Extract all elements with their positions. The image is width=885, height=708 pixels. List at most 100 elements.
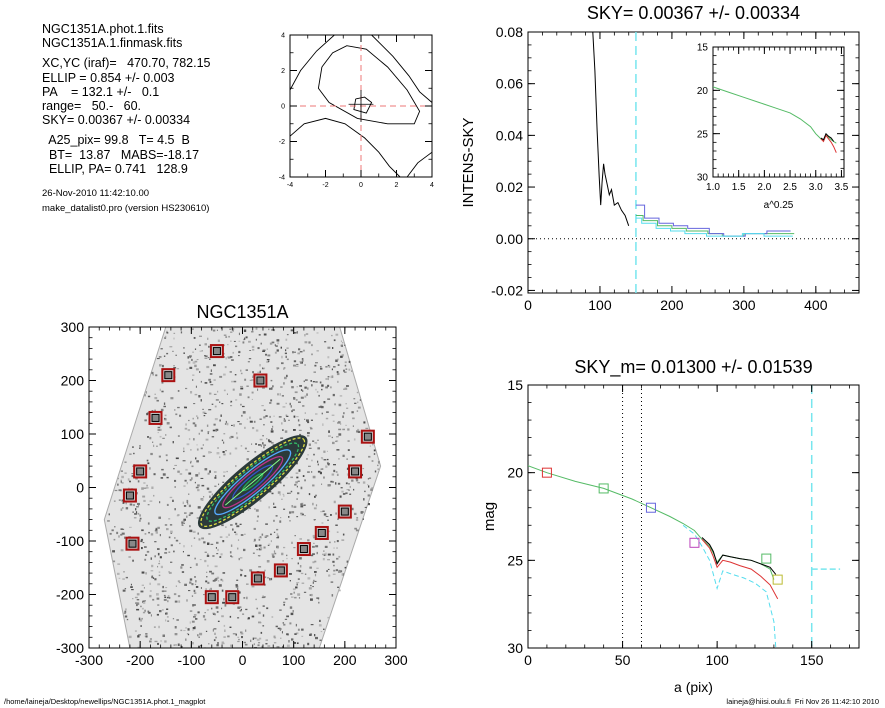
noise-speck	[220, 578, 223, 581]
noise-speck	[294, 391, 298, 394]
noise-speck	[367, 478, 370, 480]
noise-speck	[117, 483, 119, 486]
image-x-tick-label: 200	[333, 652, 357, 668]
noise-speck	[260, 342, 262, 345]
noise-speck	[148, 531, 150, 534]
noise-speck	[263, 333, 267, 336]
noise-speck	[291, 410, 293, 413]
noise-speck	[151, 486, 154, 489]
noise-speck	[295, 623, 297, 627]
noise-speck	[273, 519, 275, 522]
noise-speck	[224, 366, 227, 369]
noise-speck	[248, 507, 251, 510]
noise-speck	[202, 615, 206, 618]
noise-speck	[286, 358, 289, 361]
inset-y-tick-label: 15	[697, 43, 709, 54]
noise-speck	[160, 640, 162, 642]
noise-speck	[208, 345, 210, 348]
noise-speck	[139, 519, 141, 522]
noise-speck	[174, 409, 176, 411]
mag-series-line	[701, 537, 777, 575]
noise-speck	[339, 570, 343, 573]
noise-speck	[199, 371, 201, 373]
noise-speck	[212, 329, 216, 332]
noise-speck	[353, 488, 355, 491]
noise-speck	[273, 635, 276, 638]
noise-speck	[322, 510, 325, 512]
noise-speck	[239, 393, 242, 396]
noise-speck	[279, 481, 282, 484]
noise-speck	[211, 403, 214, 405]
noise-speck	[345, 368, 348, 370]
noise-speck	[156, 399, 159, 402]
noise-speck	[190, 581, 192, 584]
noise-speck	[237, 547, 239, 550]
noise-speck	[274, 344, 276, 346]
noise-speck	[236, 579, 239, 581]
noise-speck	[194, 348, 197, 350]
noise-speck	[342, 415, 344, 418]
noise-speck	[145, 391, 147, 394]
noise-speck	[250, 639, 252, 642]
noise-speck	[261, 596, 265, 599]
inset-x-tick-label: 2.5	[783, 182, 797, 193]
sky-x-tick-label: 200	[660, 297, 684, 313]
noise-speck	[150, 614, 152, 617]
noise-speck	[136, 599, 140, 601]
noise-speck	[236, 525, 240, 528]
noise-speck	[319, 471, 322, 475]
center-x-tick-label: -2	[322, 182, 328, 189]
noise-speck	[150, 533, 154, 536]
noise-speck	[378, 461, 380, 464]
noise-speck	[257, 347, 260, 350]
noise-speck	[177, 595, 181, 598]
noise-speck	[169, 426, 172, 429]
noise-speck	[280, 437, 284, 439]
noise-speck	[116, 531, 119, 535]
noise-speck	[192, 361, 196, 364]
noise-speck	[336, 473, 339, 476]
noise-speck	[284, 618, 288, 620]
center-y-tick-label: -2	[279, 139, 285, 146]
noise-speck	[272, 425, 274, 428]
noise-speck	[291, 638, 294, 641]
noise-speck	[288, 516, 290, 518]
noise-speck	[313, 519, 316, 521]
noise-speck	[346, 489, 349, 491]
noise-speck	[314, 571, 317, 573]
noise-speck	[311, 459, 313, 462]
noise-speck	[347, 449, 350, 451]
noise-speck	[264, 583, 266, 586]
noise-speck	[192, 604, 195, 607]
noise-speck	[182, 551, 184, 553]
noise-speck	[187, 628, 190, 631]
noise-speck	[113, 538, 116, 541]
noise-speck	[336, 449, 340, 451]
noise-speck	[293, 364, 296, 367]
noise-speck	[161, 390, 164, 393]
noise-speck	[211, 493, 213, 496]
noise-speck	[324, 341, 327, 343]
noise-speck	[164, 417, 166, 420]
noise-speck	[311, 353, 313, 356]
noise-speck	[284, 376, 287, 380]
noise-speck	[182, 460, 186, 462]
noise-speck	[354, 527, 357, 530]
mag-marker-square	[541, 467, 552, 478]
noise-speck	[190, 460, 192, 463]
noise-speck	[296, 416, 299, 418]
noise-speck	[235, 533, 238, 536]
noise-speck	[216, 611, 219, 613]
sky-box-inner	[151, 413, 160, 422]
noise-speck	[190, 391, 193, 394]
noise-speck	[194, 576, 196, 578]
inset-series-line	[820, 134, 837, 153]
noise-speck	[284, 430, 288, 433]
noise-speck	[338, 433, 342, 436]
noise-speck	[321, 468, 324, 470]
noise-speck	[132, 559, 134, 562]
noise-speck	[312, 586, 314, 588]
noise-speck	[268, 440, 272, 443]
noise-speck	[200, 380, 202, 383]
noise-speck	[295, 332, 297, 334]
